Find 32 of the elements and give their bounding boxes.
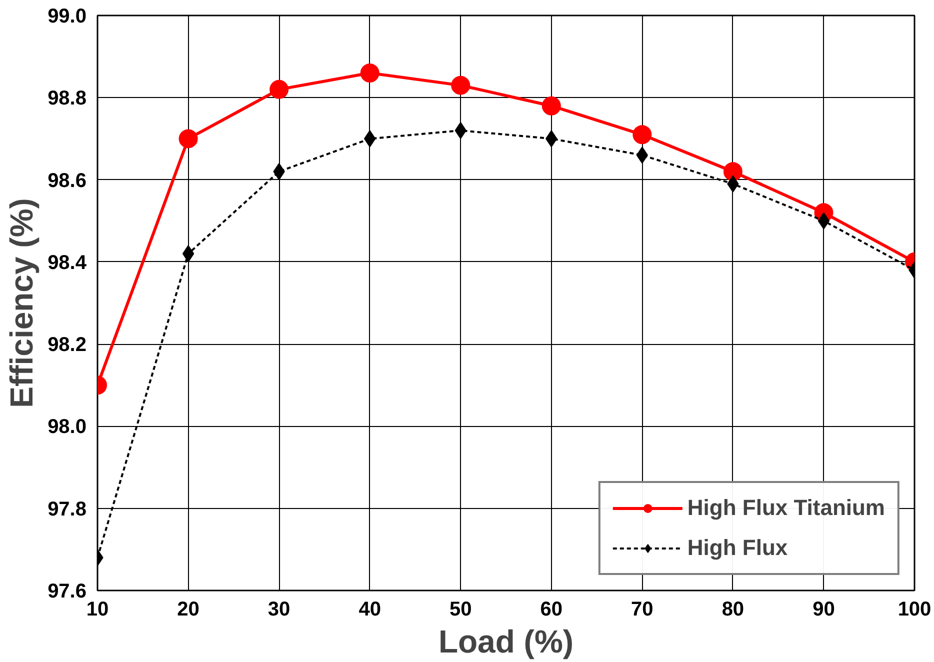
x-tick-label: 20 [177,598,200,620]
point [723,162,742,182]
x-tick-label: 40 [358,598,381,620]
y-axis-title: Efficiency (%) [4,198,40,408]
y-tick-label: 97.6 [48,580,87,602]
x-tick-label: 60 [540,598,563,620]
y-tick-label: 99.0 [48,6,87,28]
point [818,212,830,230]
point [360,64,380,82]
point [451,76,470,95]
y-tick-label: 98.4 [48,252,88,274]
x-tick-label: 100 [898,598,932,620]
x-axis-title: Load (%) [438,624,574,660]
y-tick-label: 97.8 [48,498,87,520]
point [632,125,652,144]
x-tick-label: 30 [268,598,290,620]
x-tick-label: 10 [86,598,109,620]
y-tick-label: 98.8 [48,88,87,110]
x-tick-label: 70 [631,598,654,620]
legend-label: High Flux [687,535,788,561]
y-tick-label: 98.2 [48,334,87,356]
y-tick-label: 98.6 [48,170,87,192]
x-tick-label: 90 [812,598,835,620]
y-tick-label: 98.0 [48,416,87,438]
point [454,122,466,139]
point [542,96,561,116]
x-tick-label: 80 [722,598,744,620]
legend-label: High Flux Titanium [687,495,885,521]
point [178,129,198,148]
point [182,245,194,262]
x-tick-label: 50 [449,598,472,620]
point [270,80,289,99]
